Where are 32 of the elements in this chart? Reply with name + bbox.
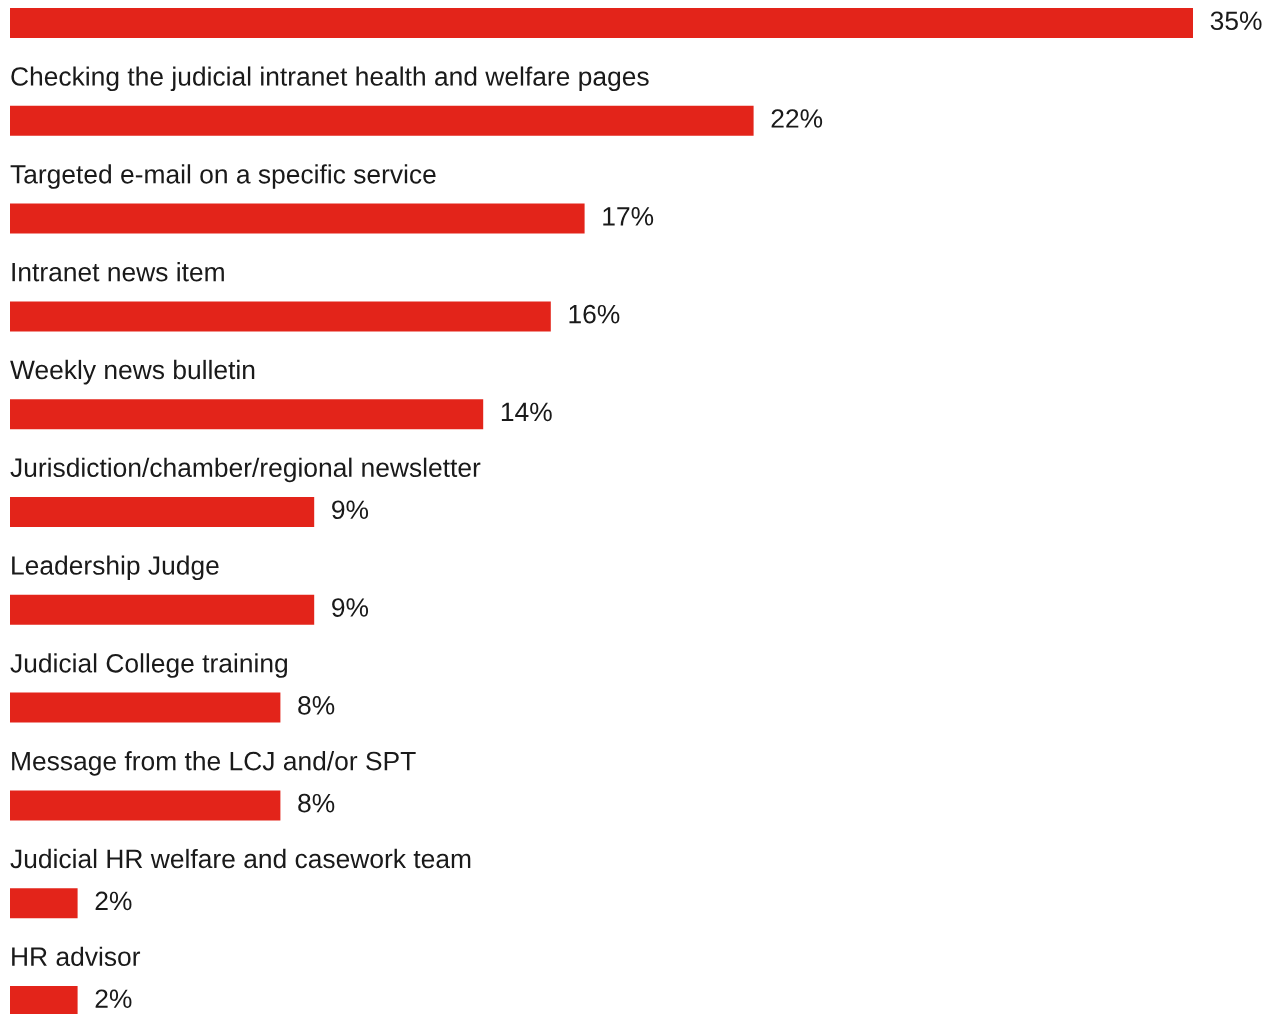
y-tick-label: HR advisor xyxy=(12,946,141,967)
data-label: 2% xyxy=(95,989,132,1008)
data-label: 16% xyxy=(569,304,620,324)
bar xyxy=(10,594,315,625)
bar xyxy=(10,7,1193,39)
data-label: 14% xyxy=(501,402,552,422)
data-label: 9% xyxy=(332,500,369,520)
data-label: 8% xyxy=(298,696,335,715)
y-tick-label: Checking the judicial intranet health and welfare pages xyxy=(11,66,649,92)
bar xyxy=(10,692,281,723)
y-tick-label: Jurisdiction/chamber/regional newsletter xyxy=(10,457,481,483)
y-tick-label: Leadership Judge xyxy=(12,555,219,581)
y-tick-label: Weekly news bulletin xyxy=(10,359,255,385)
bar xyxy=(10,888,78,919)
bar xyxy=(10,985,78,1014)
y-tick-label: Judicial College training xyxy=(10,653,288,678)
bar xyxy=(10,105,754,136)
bar xyxy=(10,301,551,332)
bar xyxy=(10,790,281,821)
bar xyxy=(10,496,315,528)
y-tick-label: Message from the LCJ and/or SPT xyxy=(12,751,416,776)
data-label: 35% xyxy=(1210,11,1262,31)
y-tick-label: Targeted e-mail on a specific service xyxy=(10,164,436,189)
y-tick-label: Judicial HR welfare and casework team xyxy=(10,848,471,869)
data-label: 9% xyxy=(332,598,369,617)
bar xyxy=(10,203,585,234)
y-tick-label: Intranet news item xyxy=(12,262,224,282)
data-label: 17% xyxy=(603,207,654,226)
data-label: 8% xyxy=(298,793,335,813)
data-label: 22% xyxy=(771,109,823,128)
data-label: 2% xyxy=(95,891,132,911)
bar xyxy=(10,399,484,430)
